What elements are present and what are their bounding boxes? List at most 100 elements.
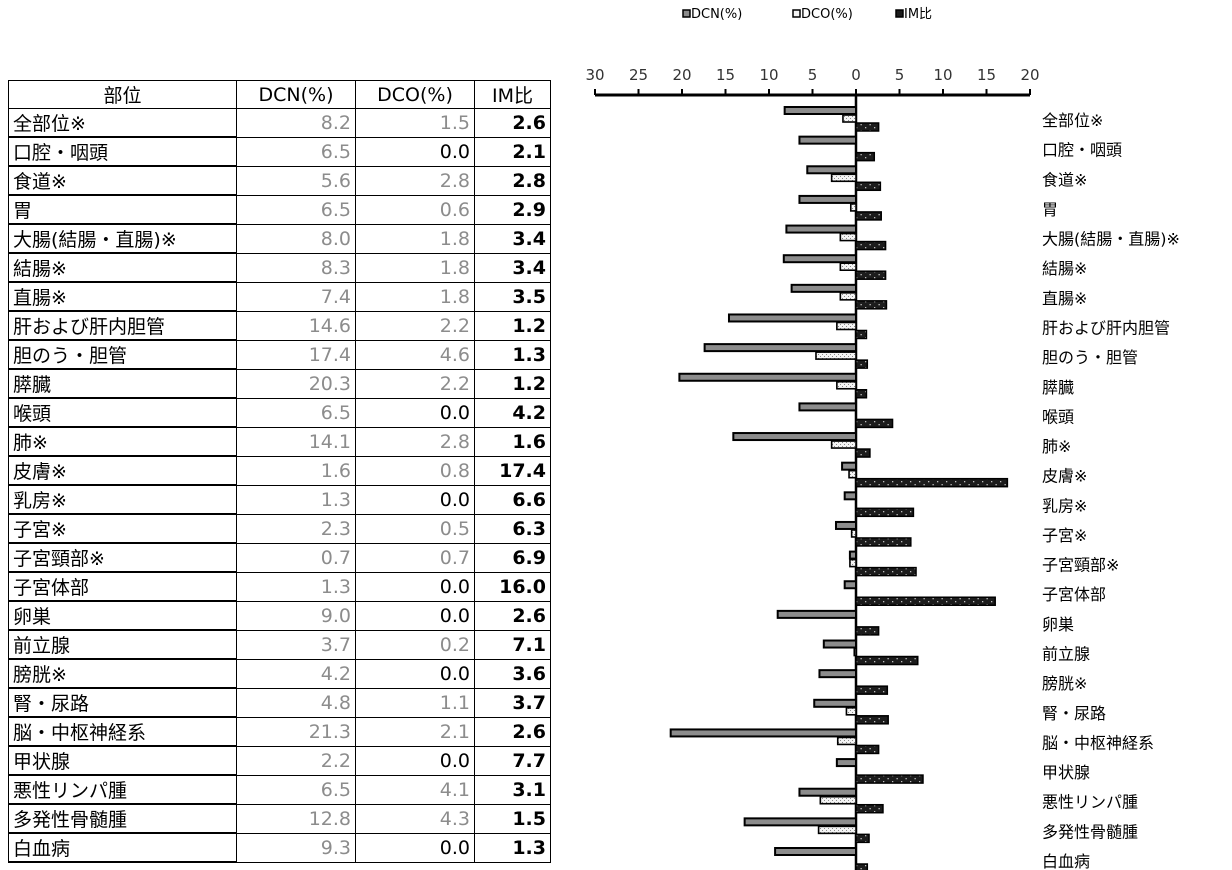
cell-dco: 0.0	[355, 745, 475, 776]
bar-im	[855, 596, 996, 606]
category-label: 胆のう・胆管	[1042, 348, 1138, 367]
cell-im: 2.8	[474, 165, 551, 196]
bar-im	[855, 477, 1009, 488]
cell-dcn: 6.5	[236, 136, 356, 167]
cell-site: 白血病	[8, 832, 237, 863]
bar-im	[855, 863, 869, 870]
bar-dcn	[783, 106, 857, 115]
cell-im: 3.5	[474, 281, 551, 312]
cell-dco: 0.0	[355, 136, 475, 167]
bar-dcn	[822, 639, 857, 649]
table-row: 肺※ 14.1 2.8 1.6	[8, 426, 551, 457]
bar-im	[855, 359, 869, 369]
table-row: 卵巣 9.0 0.0 2.6	[8, 600, 551, 631]
bar-im	[855, 537, 912, 547]
tick-label: 15	[977, 66, 996, 84]
table-row: 甲状腺 2.2 0.0 7.7	[8, 745, 551, 776]
category-label: 卵巣	[1042, 615, 1074, 634]
category-label: 膀胱※	[1042, 674, 1087, 693]
legend-swatch	[792, 9, 801, 18]
category-label: 大腸(結腸・直腸)※	[1042, 230, 1180, 249]
tick-label: 30	[585, 66, 604, 84]
cell-im: 2.9	[474, 194, 551, 225]
cell-dcn: 7.4	[236, 281, 356, 312]
header-site: 部位	[8, 80, 237, 109]
table-row: 乳房※ 1.3 0.0 6.6	[8, 484, 551, 515]
data-table: 部位 DCN(%) DCO(%) IM比 全部位※ 8.2 1.5 2.6 口腔・咽頭 6…	[8, 80, 551, 863]
cell-dco: 0.0	[355, 832, 475, 863]
table-row: 胃 6.5 0.6 2.9	[8, 194, 551, 225]
cell-site: 結腸※	[8, 252, 237, 283]
tick-label: 20	[672, 66, 691, 84]
cell-dcn: 3.7	[236, 629, 356, 660]
legend-label: DCN(%)	[691, 7, 742, 22]
cell-site: 前立腺	[8, 629, 237, 660]
category-label: 全部位※	[1042, 111, 1103, 130]
cell-site: 肝および肝内胆管	[8, 310, 237, 341]
cell-dcn: 14.1	[236, 426, 356, 457]
cell-dco: 1.5	[355, 108, 475, 138]
bar-im	[855, 744, 880, 755]
table-header-row: 部位 DCN(%) DCO(%) IM比	[8, 80, 551, 109]
tick-label: 10	[933, 66, 952, 84]
legend-swatch	[682, 9, 691, 18]
cell-im: 7.1	[474, 629, 551, 660]
bar-im	[855, 151, 876, 162]
table-row: 膵臓 20.3 2.2 1.2	[8, 368, 551, 399]
category-label: 直腸※	[1042, 289, 1087, 308]
bar-dco	[839, 292, 857, 301]
bar-im	[855, 240, 887, 251]
bar-dcn	[843, 580, 858, 590]
bar-im	[855, 270, 887, 280]
tick-label: 0	[851, 66, 861, 84]
cell-site: 喉頭	[8, 397, 237, 428]
cell-dco: 0.0	[355, 571, 475, 602]
bar-dcn	[798, 194, 858, 204]
bar-dco	[817, 825, 857, 835]
bar-im	[855, 803, 884, 814]
bar-dcn	[848, 550, 857, 560]
bar-im	[855, 566, 917, 577]
bar-dcn	[790, 283, 857, 293]
bar-dcn	[703, 343, 857, 353]
table-row: 直腸※ 7.4 1.8 3.5	[8, 281, 551, 312]
cell-im: 2.1	[474, 136, 551, 167]
cell-dco: 1.8	[355, 281, 475, 312]
bar-dcn	[782, 254, 857, 264]
table-row: 子宮体部 1.3 0.0 16.0	[8, 571, 551, 602]
bar-im	[855, 448, 871, 458]
cell-im: 7.7	[474, 745, 551, 776]
cell-im: 17.4	[474, 455, 551, 486]
bar-im	[855, 774, 924, 784]
cell-im: 2.6	[474, 716, 551, 747]
cell-site: 大腸(結腸・直腸)※	[8, 223, 237, 254]
cell-dcn: 4.8	[236, 687, 356, 718]
cell-dcn: 5.6	[236, 165, 356, 196]
cell-dco: 2.8	[355, 426, 475, 457]
bar-dco	[839, 232, 857, 242]
bar-im	[855, 626, 880, 636]
cell-dco: 2.8	[355, 165, 475, 196]
cell-site: 食道※	[8, 165, 237, 196]
chart-axis: 30 25 20 15 10 5 0 5 10 15 20	[585, 66, 1040, 870]
bar-dcn	[798, 402, 858, 412]
chart-legend: DCN(%) DCO(%) IM比	[682, 7, 932, 22]
tick-label: 10	[759, 66, 778, 84]
table-row: 胆のう・胆管 17.4 4.6 1.3	[8, 339, 551, 370]
legend-swatch	[895, 9, 904, 18]
bar-dcn	[834, 520, 857, 530]
tick-label: 5	[808, 66, 818, 84]
cell-dcn: 6.5	[236, 774, 356, 805]
bar-dco	[836, 380, 857, 390]
cell-dcn: 1.3	[236, 571, 356, 602]
bar-im	[855, 655, 919, 666]
header-im: IM比	[474, 80, 551, 109]
bar-dco	[848, 469, 857, 479]
cell-site: 多発性骨髄腫	[8, 803, 237, 834]
bar-dco	[845, 706, 857, 716]
bar-dcn	[798, 787, 858, 797]
table-row: 悪性リンパ腫 6.5 4.1 3.1	[8, 774, 551, 805]
bar-dco	[836, 321, 857, 331]
